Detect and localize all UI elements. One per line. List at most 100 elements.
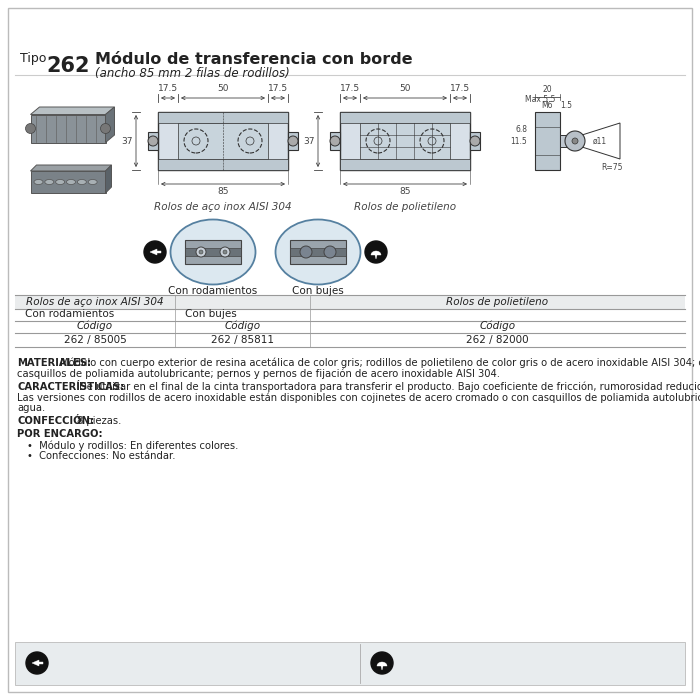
- Text: 17.5: 17.5: [158, 84, 178, 93]
- Polygon shape: [106, 107, 115, 143]
- Circle shape: [144, 241, 166, 263]
- Text: 11.5: 11.5: [510, 136, 527, 146]
- Text: Está indicado para aplicaciones que requieren el máximo desplazamiento.: Está indicado para aplicaciones que requ…: [56, 658, 428, 668]
- Text: Código: Código: [480, 321, 516, 331]
- Bar: [288, 132, 298, 150]
- Text: 262 / 82000: 262 / 82000: [466, 335, 528, 345]
- Polygon shape: [31, 171, 106, 193]
- Text: Está indicado para aplicaciones en contacto con agua.: Está indicado para aplicaciones en conta…: [402, 658, 674, 668]
- Text: 17.5: 17.5: [340, 84, 360, 93]
- Text: MATERIALES:: MATERIALES:: [17, 358, 91, 368]
- Text: 37: 37: [304, 136, 315, 146]
- Circle shape: [101, 123, 111, 134]
- Bar: [290, 248, 346, 256]
- Text: Módulo de transferencia con borde: Módulo de transferencia con borde: [95, 52, 412, 67]
- Text: 17.5: 17.5: [450, 84, 470, 93]
- Bar: [158, 112, 288, 170]
- Text: CARACTERÍSTICAS:: CARACTERÍSTICAS:: [17, 382, 125, 392]
- Bar: [340, 112, 470, 170]
- Text: 262: 262: [46, 56, 90, 76]
- Text: Código: Código: [225, 321, 260, 331]
- Text: •  Módulo y rodillos: En diferentes colores.: • Módulo y rodillos: En diferentes color…: [27, 440, 239, 451]
- Bar: [185, 240, 241, 264]
- Bar: [158, 159, 288, 170]
- Circle shape: [572, 138, 578, 144]
- Text: 37: 37: [122, 136, 133, 146]
- Circle shape: [324, 246, 336, 258]
- Ellipse shape: [45, 179, 54, 185]
- Text: Con rodamientos: Con rodamientos: [169, 286, 258, 296]
- Text: Max 5.5: Max 5.5: [525, 95, 555, 104]
- Circle shape: [371, 652, 393, 674]
- Polygon shape: [31, 115, 106, 143]
- Text: Tipo: Tipo: [20, 52, 46, 65]
- Circle shape: [470, 136, 480, 146]
- Text: 8 piezas.: 8 piezas.: [77, 416, 121, 426]
- Text: 20: 20: [542, 85, 552, 94]
- Polygon shape: [31, 107, 115, 115]
- Bar: [470, 132, 480, 150]
- Circle shape: [220, 247, 230, 257]
- Text: M6: M6: [541, 101, 553, 110]
- Polygon shape: [31, 165, 111, 171]
- Polygon shape: [106, 165, 111, 193]
- Circle shape: [565, 131, 585, 151]
- Circle shape: [26, 652, 48, 674]
- Text: De utilizar en el final de la cinta transportadora para transferir el producto. : De utilizar en el final de la cinta tran…: [79, 382, 700, 393]
- Bar: [178, 123, 268, 159]
- Ellipse shape: [171, 220, 256, 284]
- Text: 262 / 85811: 262 / 85811: [211, 335, 274, 345]
- Bar: [290, 240, 346, 264]
- Ellipse shape: [34, 179, 43, 185]
- Text: ø11: ø11: [593, 136, 607, 146]
- Text: •  Confecciones: No estándar.: • Confecciones: No estándar.: [27, 451, 176, 461]
- Bar: [185, 248, 241, 256]
- Text: Con rodamientos: Con rodamientos: [25, 309, 114, 319]
- Text: Rolos de aço inox AISI 304: Rolos de aço inox AISI 304: [26, 297, 164, 307]
- Text: 1.5: 1.5: [560, 101, 572, 110]
- Bar: [148, 132, 158, 150]
- Text: (ancho 85 mm 2 filas de rodillos): (ancho 85 mm 2 filas de rodillos): [95, 67, 290, 80]
- Polygon shape: [150, 249, 161, 255]
- Text: Rolos de polietileno: Rolos de polietileno: [447, 297, 549, 307]
- Text: Con bujes: Con bujes: [185, 309, 237, 319]
- Bar: [360, 123, 450, 159]
- Circle shape: [223, 250, 227, 254]
- Text: agua.: agua.: [17, 403, 46, 413]
- Bar: [330, 132, 340, 150]
- Bar: [15, 295, 685, 309]
- Ellipse shape: [88, 179, 97, 185]
- Polygon shape: [32, 660, 43, 666]
- Text: 50: 50: [399, 84, 411, 93]
- Ellipse shape: [77, 179, 86, 185]
- Text: casquillos de poliamida autolubricante; pernos y pernos de fijación de acero ino: casquillos de poliamida autolubricante; …: [17, 368, 500, 379]
- Polygon shape: [377, 662, 387, 670]
- Text: 262 / 85005: 262 / 85005: [64, 335, 127, 345]
- Text: R=75: R=75: [601, 163, 623, 172]
- Text: 6.8: 6.8: [515, 125, 527, 134]
- Text: 17.5: 17.5: [268, 84, 288, 93]
- Circle shape: [300, 246, 312, 258]
- Text: Módulo con cuerpo exterior de resina acetálica de color gris; rodillos de poliet: Módulo con cuerpo exterior de resina ace…: [60, 358, 700, 368]
- Text: Código: Código: [77, 321, 113, 331]
- Bar: [158, 112, 288, 123]
- Text: 50: 50: [217, 84, 229, 93]
- Ellipse shape: [276, 220, 360, 284]
- Circle shape: [196, 247, 206, 257]
- Text: Rolos de aço inox AISI 304: Rolos de aço inox AISI 304: [154, 202, 292, 212]
- Text: Las versiones con rodillos de acero inoxidable están disponibles con cojinetes d: Las versiones con rodillos de acero inox…: [17, 393, 700, 403]
- Polygon shape: [371, 251, 381, 259]
- Ellipse shape: [66, 179, 76, 185]
- Circle shape: [288, 136, 298, 146]
- Bar: [340, 159, 470, 170]
- Text: 85: 85: [399, 187, 411, 196]
- Text: POR ENCARGO:: POR ENCARGO:: [17, 429, 103, 439]
- Circle shape: [199, 250, 203, 254]
- Bar: [560, 135, 582, 147]
- Text: 85: 85: [217, 187, 229, 196]
- Circle shape: [330, 136, 340, 146]
- Text: Rolos de polietileno: Rolos de polietileno: [354, 202, 456, 212]
- Circle shape: [365, 241, 387, 263]
- Bar: [535, 112, 560, 170]
- Bar: [15, 642, 685, 685]
